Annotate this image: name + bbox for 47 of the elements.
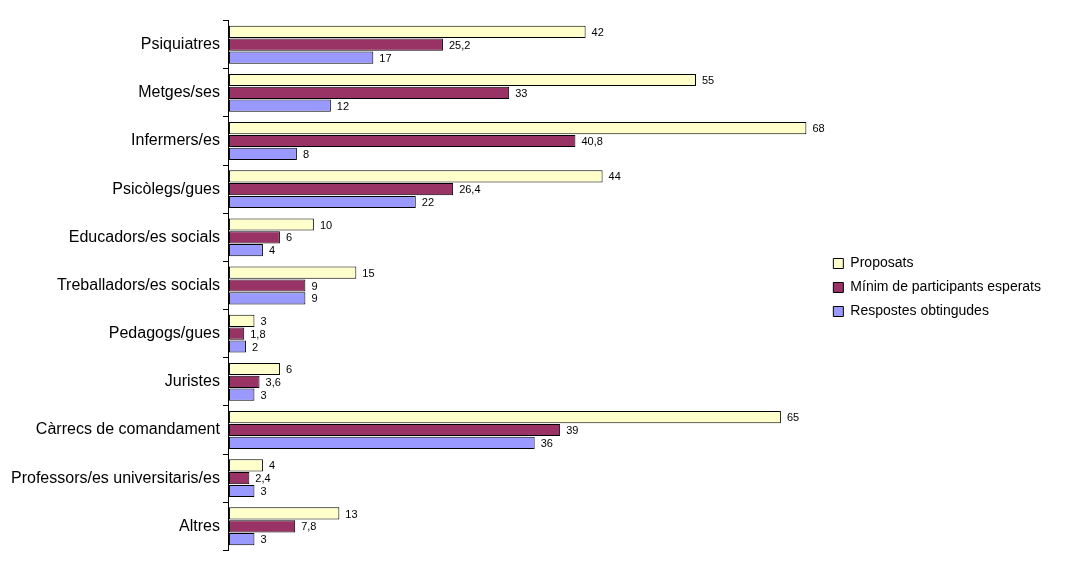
data-label: 2 <box>251 340 259 353</box>
y-tick-label: Metges/ses <box>138 83 220 101</box>
legend-label: Proposats <box>850 254 914 271</box>
data-label: 6 <box>285 363 293 376</box>
data-label: 25,2 <box>448 38 471 51</box>
y-tick-label: Psicòlegs/gues <box>112 179 220 197</box>
y-tick-label: Psiquiatres <box>140 35 220 53</box>
y-tick-label: Professors/es universitaris/es <box>10 468 220 486</box>
y-tick-label: Educadors/es socials <box>68 227 220 245</box>
data-label: 65 <box>786 411 800 424</box>
data-label: 7,8 <box>301 520 317 533</box>
data-label: 3 <box>260 533 267 546</box>
y-tick-label: Infermers/es <box>131 131 220 149</box>
data-label: 1,8 <box>250 327 266 340</box>
data-label: 8 <box>302 147 310 160</box>
data-label: 26,4 <box>459 183 481 196</box>
y-tick-label: Pedagogs/gues <box>108 324 220 342</box>
legend-label: Respostes obtingudes <box>850 302 989 319</box>
data-label: 2,4 <box>255 472 271 485</box>
data-label: 4 <box>268 459 276 472</box>
y-tick-label: Treballadors/es socials <box>56 275 220 293</box>
legend-label: Mínim de participants esperats <box>850 278 1041 295</box>
data-label: 44 <box>608 170 621 183</box>
y-tick-label: Juristes <box>164 372 220 390</box>
data-label: 15 <box>362 266 375 279</box>
data-label: 36 <box>540 436 553 449</box>
data-label: 68 <box>812 122 825 135</box>
data-label: 17 <box>379 51 392 64</box>
data-label: 39 <box>566 424 579 437</box>
data-label: 13 <box>345 507 358 520</box>
data-label: 3,6 <box>265 375 281 388</box>
data-label: 4 <box>268 244 276 257</box>
data-label: 22 <box>421 196 435 209</box>
data-label: 10 <box>319 218 333 231</box>
data-label: 9 <box>311 279 318 292</box>
data-label: 3 <box>260 314 267 327</box>
data-label: 6 <box>285 231 293 244</box>
data-label: 55 <box>701 74 715 87</box>
y-tick-label: Càrrecs de comandament <box>35 420 221 438</box>
data-label: 3 <box>260 388 267 401</box>
y-tick-label: Altres <box>179 516 220 534</box>
data-label: 9 <box>311 292 318 305</box>
data-label: 33 <box>515 86 528 99</box>
data-label: 3 <box>260 485 267 498</box>
data-label: 12 <box>336 99 350 112</box>
data-label: 42 <box>591 25 604 38</box>
data-label: 40,8 <box>581 135 603 148</box>
